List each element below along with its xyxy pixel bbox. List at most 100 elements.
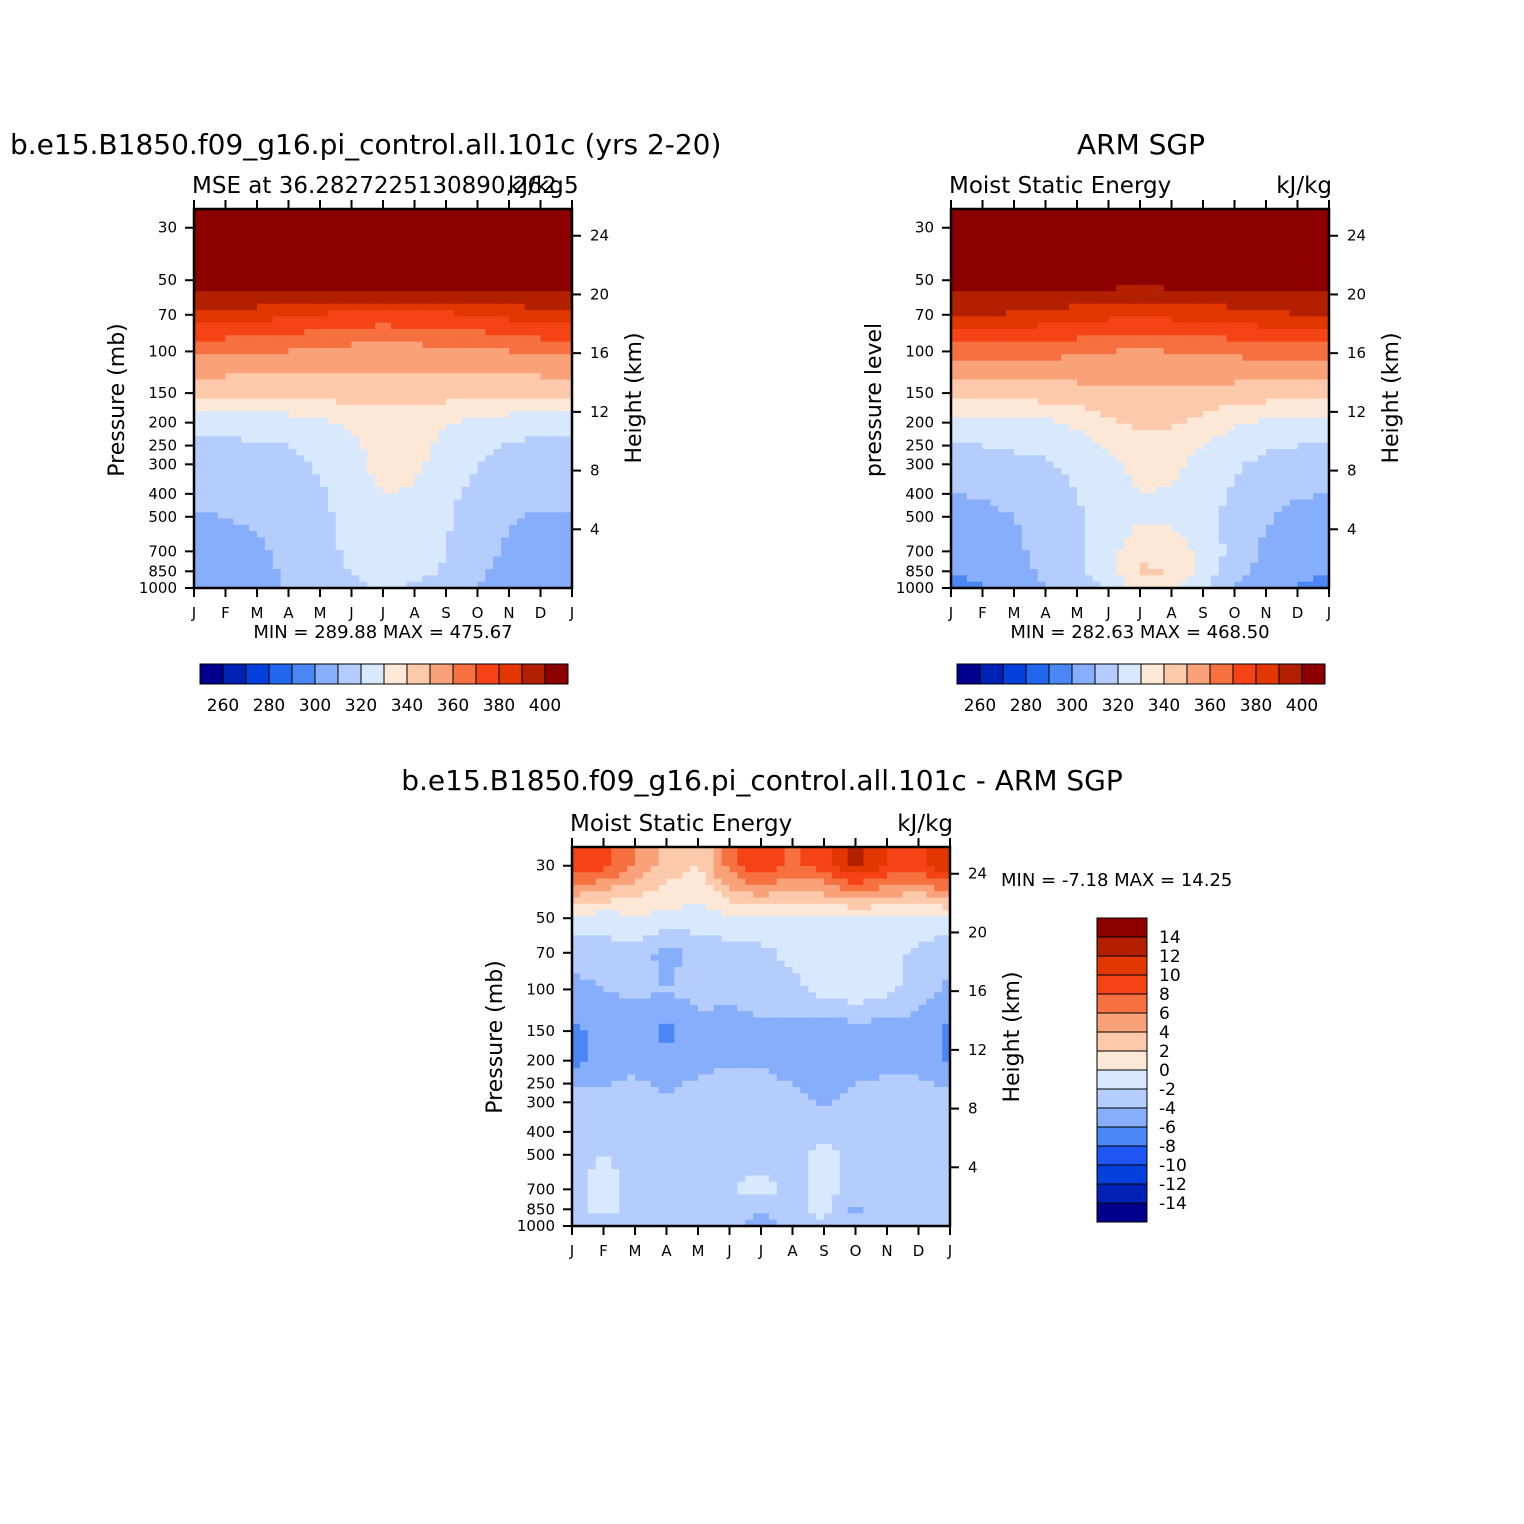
model-cell xyxy=(548,411,557,419)
obs-cell xyxy=(1045,291,1054,299)
obs-cell xyxy=(951,467,960,475)
model-cell xyxy=(469,531,479,539)
model-cell xyxy=(438,505,447,513)
model-cell xyxy=(312,360,321,368)
model-cell xyxy=(296,474,305,482)
model-cell xyxy=(501,581,510,589)
obs-cell xyxy=(1258,373,1267,381)
obs-cell xyxy=(1132,347,1141,355)
model-cell xyxy=(501,310,510,317)
model-cell xyxy=(453,581,463,589)
model-cell xyxy=(493,562,502,570)
model-cell xyxy=(280,455,290,463)
model-cell xyxy=(461,373,471,381)
obs-cell xyxy=(1242,227,1251,235)
model-cell xyxy=(461,322,471,330)
model-cell xyxy=(485,329,494,336)
model-cell xyxy=(548,493,557,501)
model-cell xyxy=(493,442,502,450)
obs-cell xyxy=(1250,240,1259,248)
model-cell xyxy=(414,430,423,437)
model-cell xyxy=(564,556,573,564)
obs-cell xyxy=(1297,284,1306,292)
obs-cell xyxy=(1132,373,1141,381)
model-cell xyxy=(430,417,439,425)
model-cell xyxy=(564,240,573,248)
model-cell xyxy=(469,550,479,558)
obs-cell xyxy=(1313,240,1322,248)
model-cell xyxy=(375,569,384,576)
model-cell xyxy=(398,575,408,583)
obs-cell xyxy=(1084,335,1094,343)
model-cell xyxy=(264,354,274,362)
model-cell xyxy=(414,379,423,387)
model-cell xyxy=(257,486,266,494)
model-cell xyxy=(272,575,282,583)
obs-cell xyxy=(1321,291,1330,299)
model-cell xyxy=(453,524,463,532)
obs-cell xyxy=(1195,379,1204,387)
obs-cell xyxy=(966,360,976,368)
obs-cell xyxy=(1281,316,1291,324)
model-cell xyxy=(217,461,227,469)
obs-cell xyxy=(1155,278,1165,286)
obs-cell xyxy=(1289,398,1299,406)
model-cell xyxy=(201,329,211,336)
model-cell xyxy=(264,474,274,482)
model-cell xyxy=(264,227,274,235)
model-cell xyxy=(485,272,494,280)
obs-cell xyxy=(1250,209,1259,216)
model-cell xyxy=(501,512,510,520)
model-cell xyxy=(548,499,557,507)
obs-cell xyxy=(974,240,984,248)
model-cell xyxy=(272,284,282,292)
model-cell xyxy=(383,430,392,437)
model-cell xyxy=(201,354,211,362)
obs-cell xyxy=(1266,398,1275,406)
obs-cell xyxy=(1266,297,1275,305)
obs-cell xyxy=(1108,227,1117,235)
obs-cell xyxy=(1179,341,1188,349)
model-cell xyxy=(327,227,337,235)
model-cell xyxy=(556,284,565,292)
obs-cell xyxy=(1210,411,1220,419)
model-cell xyxy=(264,461,274,469)
obs-cell xyxy=(1321,373,1330,381)
model-cell xyxy=(194,461,203,469)
model-cell xyxy=(312,347,321,355)
obs-cell xyxy=(1061,423,1070,431)
model-cell xyxy=(312,221,321,229)
obs-cell xyxy=(1242,423,1251,431)
obs-cell xyxy=(966,417,976,425)
model-cell xyxy=(233,480,242,488)
obs-cell xyxy=(974,436,984,444)
model-cell xyxy=(524,215,534,223)
obs-cell xyxy=(1053,215,1062,223)
obs-cell xyxy=(1289,442,1299,450)
model-cell xyxy=(194,360,203,368)
obs-cell xyxy=(974,329,984,336)
obs-cell xyxy=(1124,246,1133,254)
model-cell xyxy=(453,404,463,412)
model-cell xyxy=(249,467,258,475)
model-cell xyxy=(453,474,463,482)
obs-cell xyxy=(990,234,999,242)
obs-cell xyxy=(1234,449,1243,456)
model-cell xyxy=(351,354,360,362)
model-cell xyxy=(327,341,337,349)
obs-cell xyxy=(1258,347,1267,355)
obs-cell xyxy=(974,253,984,261)
model-cell xyxy=(272,569,282,576)
model-cell xyxy=(564,347,573,355)
obs-cell xyxy=(1124,354,1133,362)
model-cell xyxy=(430,474,439,482)
model-cell xyxy=(296,543,305,551)
model-cell xyxy=(564,291,573,299)
obs-cell xyxy=(1132,265,1141,273)
obs-cell xyxy=(1297,234,1306,242)
model-cell xyxy=(564,322,573,330)
obs-cell xyxy=(1250,303,1259,311)
obs-cell xyxy=(1289,272,1299,280)
obs-cell xyxy=(1297,329,1306,336)
model-cell xyxy=(201,392,211,400)
